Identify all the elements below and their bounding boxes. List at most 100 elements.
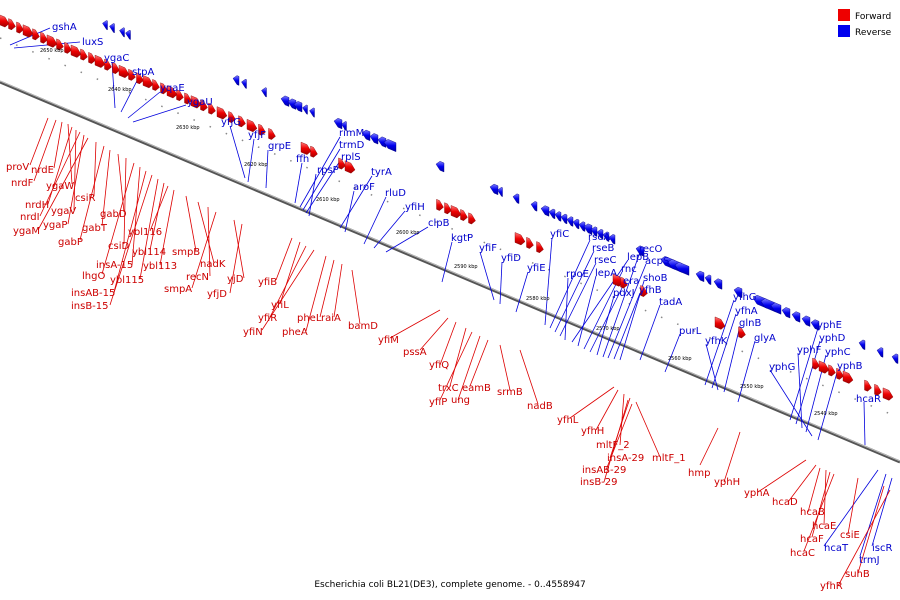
legend-forward-swatch: [838, 9, 850, 21]
forward-gene-glyph: [882, 387, 894, 401]
gene-label-forward: yfiR: [258, 313, 277, 324]
reverse-gene-glyph: [695, 270, 705, 283]
gene-label-reverse: yqaE: [160, 83, 185, 94]
reverse-gene-glyph: [583, 223, 593, 235]
reverse-gene-glyph: [125, 29, 131, 40]
gene-label-reverse: yfiD: [501, 253, 521, 264]
forward-gene-glyph: [176, 89, 184, 102]
gene-label-reverse: rseB: [592, 243, 614, 254]
gene-label-forward: yfhH: [581, 426, 604, 437]
gene-label-reverse: yphD: [819, 333, 846, 344]
reverse-gene-glyph: [333, 117, 343, 130]
gene-label-forward: nrdH: [25, 200, 49, 211]
reverse-gene-labels: gshA luxS ygaC stpA yqaE ygaU yfjG yfjF …: [52, 22, 892, 566]
gene-label-reverse: trmD: [339, 140, 365, 151]
forward-gene-labels: proV nrdF nrdE ygaW nrdH ygaV nrdI ygaP …: [6, 162, 870, 592]
forward-gene-glyph: [436, 198, 444, 211]
reverse-gene-glyph: [109, 23, 115, 34]
forward-gene-glyph: [258, 123, 266, 136]
scale-label: 2640 kbp: [108, 87, 132, 93]
forward-gene-glyph: [714, 316, 726, 330]
gene-label-reverse: rplS: [341, 152, 361, 163]
reverse-leaders: [9, 27, 893, 557]
gene-label-reverse: rseA: [588, 232, 610, 243]
forward-gene-glyph: [818, 360, 830, 374]
gene-label-reverse: yphB: [837, 361, 863, 372]
gene-label-reverse: era: [623, 276, 639, 287]
forward-gene-glyph: [22, 24, 34, 38]
gene-label-reverse: rseC: [594, 255, 616, 266]
scale-label: 2600 kbp: [396, 230, 420, 236]
reverse-gene-glyph: [241, 78, 247, 89]
forward-gene-glyph: [56, 38, 64, 51]
forward-gene-glyph: [166, 85, 178, 99]
gene-label-forward: gabT: [82, 223, 108, 234]
gene-label-reverse: yphG: [769, 362, 795, 373]
gene-label-reverse: purL: [679, 326, 702, 337]
reverse-gene-glyph: [674, 261, 690, 276]
reverse-gene-glyph: [590, 226, 598, 237]
scale-label: 2560 kbp: [668, 356, 692, 362]
scale-label: 2630 kbp: [176, 125, 200, 131]
gene-label-reverse: trmJ: [859, 555, 880, 566]
reverse-gene-glyph: [383, 139, 397, 153]
gene-label-reverse: gshA: [52, 22, 77, 33]
gene-label-reverse: tyrA: [371, 167, 392, 178]
gene-label-forward: yfiM: [378, 335, 399, 346]
gene-label-reverse: yfiE: [527, 263, 546, 274]
gene-label-forward: hcaC: [790, 548, 815, 559]
reverse-gene-glyph: [713, 278, 723, 290]
gene-label-forward: yfiN: [243, 327, 263, 338]
gene-label-reverse: recO: [639, 244, 663, 255]
gene-label-reverse: ygaC: [104, 53, 129, 64]
forward-gene-glyph: [344, 160, 356, 174]
reverse-gene-glyph: [361, 129, 371, 142]
forward-gene-glyph: [128, 68, 136, 81]
gene-label-reverse: rpoE: [566, 269, 589, 280]
forward-gene-glyph: [444, 202, 452, 215]
gene-label-reverse: rluD: [385, 188, 406, 199]
gene-label-forward: ung: [451, 395, 470, 406]
gene-label-forward: lhgO: [82, 271, 105, 282]
genome-axis: [0, 80, 900, 464]
gene-label-forward: yphH: [714, 477, 740, 488]
forward-gene-glyph: [468, 212, 476, 225]
gene-label-forward: csiE: [840, 530, 860, 541]
reverse-gene-glyph: [770, 302, 782, 315]
reverse-gene-glyph: [261, 87, 267, 98]
reverse-gene-glyph: [548, 208, 556, 220]
gene-label-reverse: yfhG: [733, 292, 757, 303]
forward-gene-glyph: [738, 326, 746, 339]
forward-gene-glyph: [338, 157, 346, 170]
gene-label-reverse: stpA: [132, 67, 154, 78]
forward-gene-glyph: [64, 41, 72, 54]
gene-label-forward: raiA: [321, 313, 341, 324]
gene-label-forward: hmp: [688, 468, 710, 479]
scale-label: 2620 kbp: [244, 162, 268, 168]
gene-label-forward: eamB: [462, 383, 491, 394]
gene-label-forward: nrdE: [31, 165, 54, 176]
reverse-gene-glyph: [512, 193, 520, 204]
gene-label-reverse: ygaU: [187, 97, 213, 108]
scale-label: 2540 kbp: [814, 411, 838, 417]
scale-labels: 2650 kbp 2640 kbp 2630 kbp 2620 kbp 2610…: [40, 48, 838, 417]
gene-label-reverse: luxS: [82, 37, 103, 48]
forward-gene-glyph: [40, 31, 48, 44]
gene-label-reverse: hcaR: [856, 394, 881, 405]
reverse-gene-glyph: [733, 286, 743, 299]
gene-label-forward: bamD: [348, 321, 378, 332]
gene-label-forward: pssA: [403, 347, 427, 358]
forward-gene-glyph: [310, 145, 318, 158]
reverse-gene-glyph: [704, 274, 712, 286]
reverse-gene-glyph: [760, 298, 776, 313]
forward-gene-glyph: [160, 82, 168, 95]
gene-label-forward: hcaE: [812, 521, 836, 532]
gene-label-reverse: yfiC: [550, 229, 569, 240]
legend-reverse-swatch: [838, 25, 850, 37]
scale-label: 2570 kbp: [596, 326, 620, 332]
reverse-gene-glyph: [369, 133, 379, 145]
gene-label-forward: nadK: [200, 259, 226, 270]
legend-reverse-label: Reverse: [855, 28, 892, 38]
forward-gene-glyph: [238, 115, 246, 128]
gene-label-reverse: yfhK: [705, 336, 728, 347]
